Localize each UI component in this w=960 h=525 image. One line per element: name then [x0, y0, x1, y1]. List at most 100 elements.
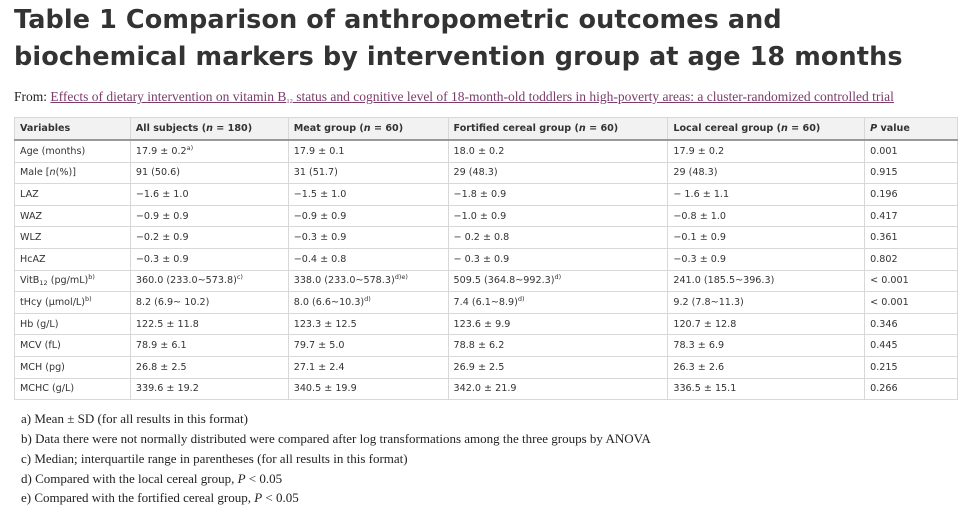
data-table: Variables All subjects (n = 180) Meat grou… [14, 117, 958, 401]
table-cell: 79.7 ± 5.0 [287, 334, 449, 357]
header-row: Variables All subjects (n = 180) Meat grou… [14, 117, 958, 141]
text-segment: 12 [39, 279, 48, 288]
table-cell: 78.9 ± 6.1 [129, 334, 289, 357]
table-cell: 18.0 ± 0.2 [447, 139, 669, 163]
table-cell: 0.361 [864, 226, 958, 249]
text-segment: value [877, 123, 910, 134]
table-row: MCHC (g/L) 339.6 ± 19.2 340.5 ± 19.9 342.0 … [14, 377, 958, 401]
from-label: From: [14, 89, 51, 104]
table-cell: 26.3 ± 2.6 [667, 355, 866, 379]
table-cell: 0.802 [864, 247, 958, 271]
table-cell: 0.266 [864, 377, 958, 401]
text-segment: a) [186, 143, 194, 152]
text-segment: (pg/mL) [47, 275, 89, 287]
table-cell: Hb (g/L) [14, 312, 131, 336]
table-row: Male [n(%)] 91 (50.6) 31 (51.7) 29 (48.3) 29… [14, 161, 958, 185]
table-cell: 122.5 ± 11.8 [129, 312, 289, 336]
table-cell: 8.2 (6.9~ 10.2) [129, 291, 289, 314]
table-cell: 9.2 (7.8~11.3) [667, 291, 866, 314]
text-segment: Fortified cereal group ( [453, 123, 579, 134]
table-cell: 26.8 ± 2.5 [129, 355, 289, 379]
table-cell: WLZ [14, 226, 131, 249]
text-segment: n [578, 123, 586, 134]
source-line: From: Effects of dietary intervention on… [14, 88, 946, 106]
text-segment: d) [517, 294, 525, 303]
text-segment: b) [85, 294, 92, 303]
column-header: Fortified cereal group (n = 60) [447, 117, 669, 141]
table-cell: 120.7 ± 12.8 [667, 312, 866, 336]
table-cell: 338.0 (233.0~578.3)d)e) [287, 269, 449, 293]
column-header: Local cereal group (n = 60) [667, 117, 866, 141]
footnote: a) Mean ± SD (for all results in this fo… [21, 411, 248, 427]
footnotes: a) Mean ± SD (for all results in this fo… [21, 409, 960, 508]
text-segment: = 60) [585, 123, 619, 134]
column-header: Variables [14, 117, 131, 141]
footnote: b) Data there were not normally distribu… [21, 430, 651, 446]
text-segment: d)e) [394, 273, 408, 282]
text-segment[interactable]: Effects of dietary intervention on vitam… [50, 89, 287, 104]
text-segment: = 60) [787, 123, 821, 134]
table-cell: 0.346 [864, 312, 958, 336]
table-cell: 7.4 (6.1~8.9)d) [447, 291, 669, 314]
text-segment: 360.0 (233.0~573.8) [135, 275, 237, 287]
text-segment: d) [554, 273, 562, 282]
table-row: VitB12 (pg/mL)b) 360.0 (233.0~573.8)c) 338… [14, 269, 958, 293]
table-cell: 0.001 [864, 139, 958, 163]
table-cell: 17.9 ± 0.1 [287, 139, 449, 163]
text-segment: d) Compared with the local cereal group, [21, 470, 238, 486]
text-segment: < 0.05 [245, 470, 283, 486]
footnote: d) Compared with the local cereal group,… [21, 469, 960, 489]
text-segment: 338.0 (233.0~578.3) [293, 275, 395, 287]
table-cell: −0.9 ± 0.9 [287, 204, 449, 228]
table-row: MCH (pg) 26.8 ± 2.5 27.1 ± 2.4 26.9 ± 2.5 26… [14, 355, 958, 379]
table-cell: MCV (fL) [14, 334, 131, 357]
text-segment: b) [88, 273, 95, 282]
table-cell: 27.1 ± 2.4 [287, 355, 449, 379]
table-cell: 91 (50.6) [129, 161, 289, 185]
text-segment: c) [236, 273, 243, 282]
footnote: e) Compared with the fortified cereal gr… [21, 488, 960, 508]
text-segment: 509.5 (364.8~992.3) [453, 275, 555, 287]
table-cell: 31 (51.7) [287, 161, 449, 185]
text-segment: tHcy (μmol/L) [20, 296, 86, 308]
table-cell: 342.0 ± 21.9 [447, 377, 669, 401]
table-cell: 78.3 ± 6.9 [667, 334, 866, 357]
table-cell: VitB12 (pg/mL)b) [14, 269, 131, 293]
table-cell: −0.1 ± 0.9 [667, 226, 866, 249]
table-row: HcAZ −0.3 ± 0.9 −0.4 ± 0.8− 0.3 ± 0.9 −0.3 … [14, 247, 958, 271]
text-segment[interactable]: status and cognitive level of 18-month-o… [292, 89, 894, 104]
footnote: c) Median; interquartile range in parent… [21, 450, 408, 466]
column-header: All subjects (n = 180) [129, 117, 289, 141]
table-cell: −0.8 ± 1.0 [667, 204, 866, 228]
table-cell: −0.9 ± 0.9 [129, 204, 289, 228]
table-cell: 17.9 ± 0.2 [667, 139, 866, 163]
text-segment: 7.4 (6.1~8.9) [453, 296, 518, 308]
text-segment: Male [ [20, 167, 50, 179]
table-cell: Age (months) [14, 139, 131, 163]
text-segment: 8.0 (6.6~10.3) [293, 296, 365, 308]
text-segment: 17.9 ± 0.2 [135, 145, 187, 157]
table-cell: 123.6 ± 9.9 [447, 312, 669, 336]
text-segment[interactable]: 12 [286, 98, 293, 105]
table-cell: − 0.3 ± 0.9 [447, 247, 669, 271]
source-link[interactable]: Effects of dietary intervention on vitam… [50, 89, 894, 105]
table-cell: 360.0 (233.0~573.8)c) [129, 269, 289, 293]
text-segment: (%)] [55, 167, 76, 179]
text-segment: n [206, 123, 213, 134]
table-cell: 26.9 ± 2.5 [447, 355, 669, 379]
table-cell: 78.8 ± 6.2 [447, 334, 669, 357]
table-cell: 0.445 [864, 334, 958, 357]
table-cell: 340.5 ± 19.9 [287, 377, 449, 401]
text-segment: < 0.05 [262, 490, 299, 506]
text-segment: = 180) [212, 123, 253, 134]
text-segment: n [49, 167, 56, 179]
text-segment: e) Compared with the fortified cereal gr… [21, 490, 255, 506]
table-cell: 123.3 ± 12.5 [287, 312, 449, 336]
text-segment: P [237, 470, 246, 486]
column-header: Meat group (n = 60) [287, 117, 449, 141]
table-row: Hb (g/L) 122.5 ± 11.8 123.3 ± 12.5 123.6 ± … [14, 312, 958, 336]
table-cell: 336.5 ± 15.1 [667, 377, 866, 401]
table-cell: 509.5 (364.8~992.3)d) [447, 269, 669, 293]
table-cell: 17.9 ± 0.2a) [129, 139, 289, 163]
